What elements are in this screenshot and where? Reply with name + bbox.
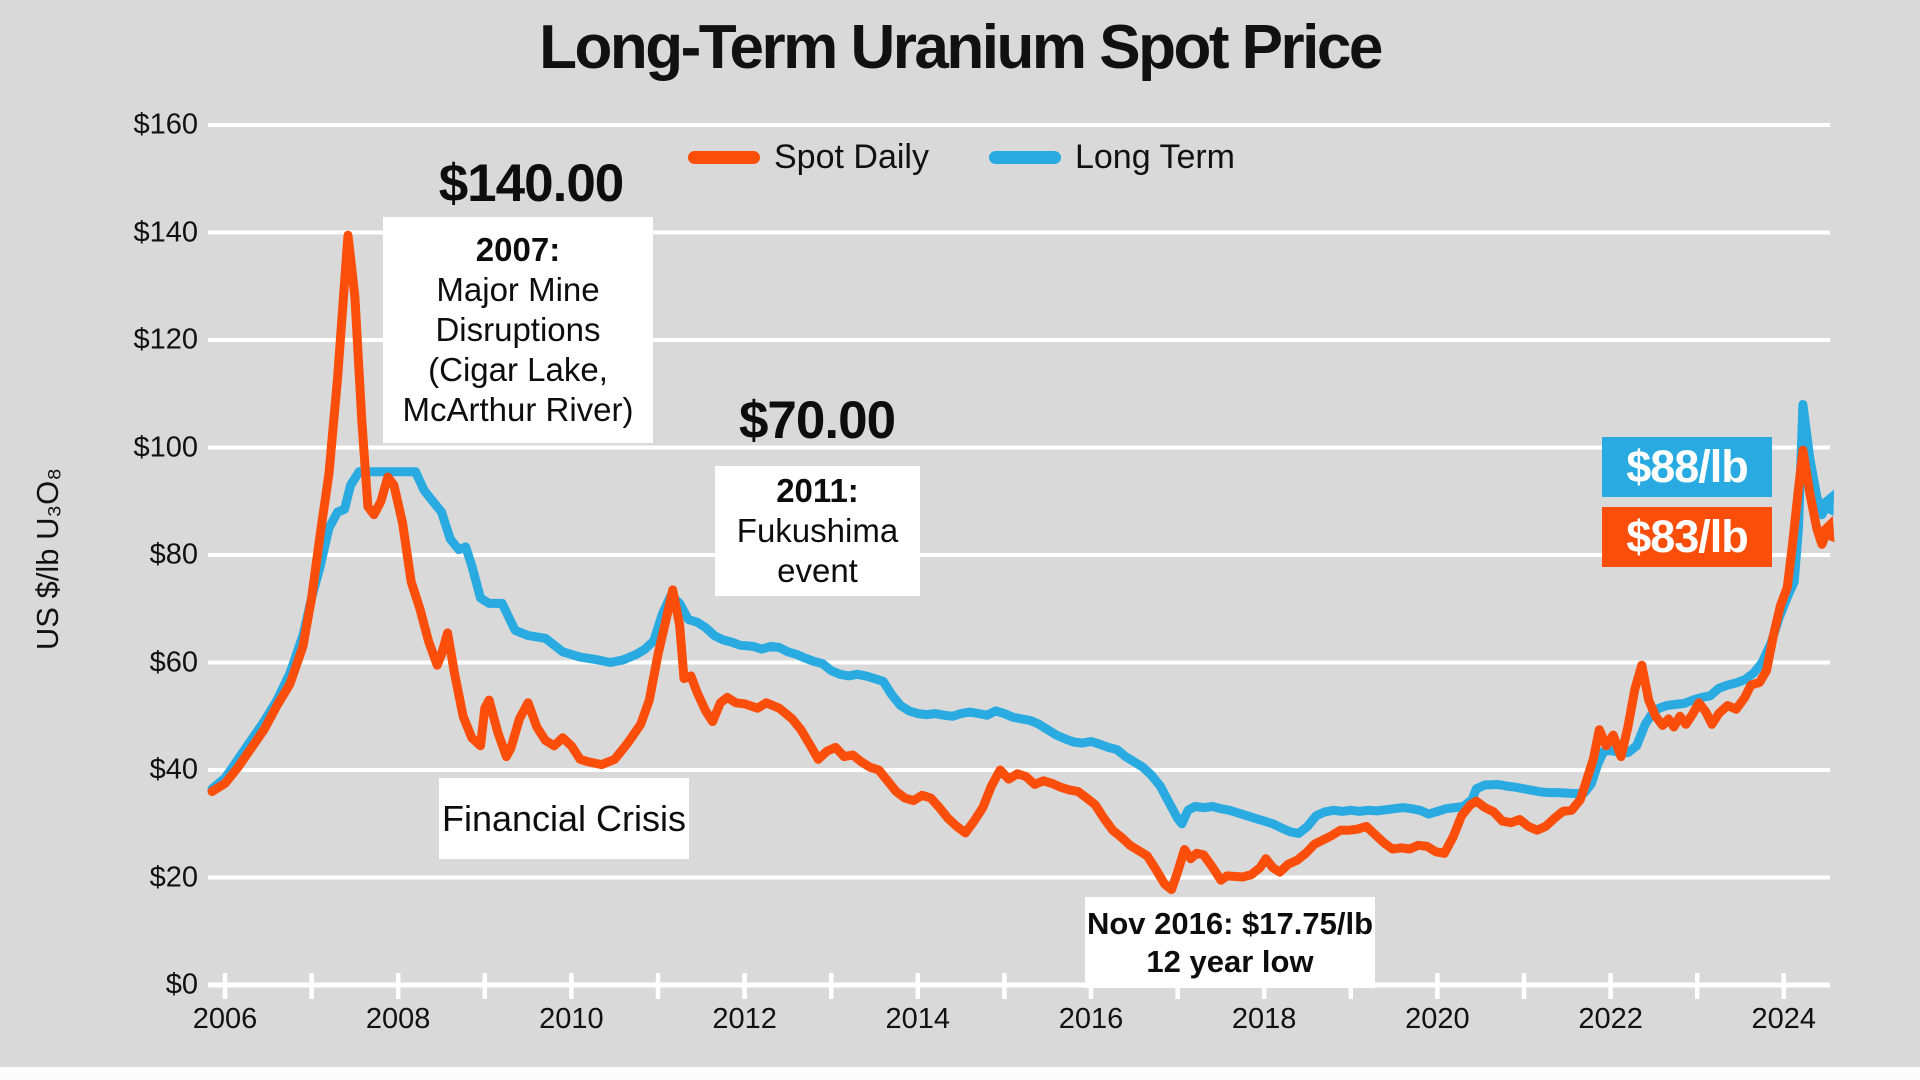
box-2007-line-5: McArthur River) bbox=[402, 391, 634, 428]
peak-2007-price-callout: $140.00 bbox=[438, 154, 625, 213]
spot-daily-line-icon bbox=[688, 151, 760, 164]
bottom-edge-strip bbox=[0, 1067, 1920, 1080]
spot-latest-price-badge: $83/lb bbox=[1602, 507, 1772, 567]
long-term-arrowhead-icon bbox=[1813, 489, 1835, 516]
spot-daily-arrowhead-icon bbox=[1813, 515, 1835, 543]
y-tick-label-40: $40 bbox=[149, 753, 198, 786]
x-tick-label-2014: 2014 bbox=[885, 1003, 951, 1035]
box-2007-line-4: (Cigar Lake, bbox=[428, 351, 608, 388]
x-tick-label-2010: 2010 bbox=[539, 1003, 604, 1035]
chart-legend: Spot Daily Long Term bbox=[688, 138, 1235, 177]
y-tick-label-0: $0 bbox=[165, 968, 198, 1001]
x-tick-label-2012: 2012 bbox=[712, 1003, 777, 1035]
annotation-2011-fukushima: 2011: Fukushima event bbox=[715, 466, 920, 596]
spot-daily-line bbox=[207, 230, 1832, 895]
box-2007-line-2: Major Mine bbox=[436, 271, 600, 308]
x-tick-label-2020: 2020 bbox=[1405, 1003, 1470, 1035]
box-2011-line-3: event bbox=[777, 552, 858, 589]
box-2007-line-3: Disruptions bbox=[435, 311, 601, 348]
y-axis-title: US $/lb U₃O₈ bbox=[30, 467, 65, 651]
x-tick-label-2008: 2008 bbox=[365, 1003, 431, 1035]
page-title: Long-Term Uranium Spot Price bbox=[539, 13, 1383, 82]
legend-label-spot-daily: Spot Daily bbox=[774, 138, 929, 176]
box-2011-line-1: 2011: bbox=[776, 472, 859, 509]
x-tick-label-2022: 2022 bbox=[1578, 1003, 1643, 1035]
y-tick-label-80: $80 bbox=[149, 538, 198, 571]
x-tick-label-2016: 2016 bbox=[1058, 1003, 1124, 1035]
x-tick-label-2006: 2006 bbox=[192, 1003, 258, 1035]
annotation-2007-mine-disruptions: 2007: Major Mine Disruptions (Cigar Lake, Mc… bbox=[383, 217, 653, 443]
long-term-latest-price-badge: $88/lb bbox=[1602, 437, 1772, 497]
annotation-nov-2016-low: Nov 2016: $17.75/lb 12 year low bbox=[1085, 897, 1375, 988]
y-tick-label-60: $60 bbox=[149, 646, 198, 678]
y-tick-label-160: $160 bbox=[133, 108, 198, 141]
y-tick-label-120: $120 bbox=[133, 323, 198, 356]
annotation-financial-crisis: Financial Crisis bbox=[439, 778, 689, 859]
y-tick-label-100: $100 bbox=[133, 431, 198, 463]
long-term-line-icon bbox=[988, 151, 1061, 164]
box-2007-line-1: 2007: bbox=[475, 231, 561, 268]
x-tick-label-2024: 2024 bbox=[1751, 1003, 1817, 1035]
peak-2011-price-callout: $70.00 bbox=[738, 391, 896, 450]
x-tick-label-2018: 2018 bbox=[1231, 1003, 1297, 1035]
legend-label-long-term: Long Term bbox=[1074, 138, 1235, 176]
box-nov2016-line-1: Nov 2016: $17.75/lb bbox=[1086, 905, 1374, 941]
y-tick-label-140: $140 bbox=[133, 216, 198, 248]
y-tick-label-20: $20 bbox=[149, 861, 198, 893]
box-2011-line-2: Fukushima bbox=[736, 512, 899, 549]
box-nov2016-line-2: 12 year low bbox=[1146, 943, 1314, 979]
long-term-line bbox=[207, 400, 1832, 838]
